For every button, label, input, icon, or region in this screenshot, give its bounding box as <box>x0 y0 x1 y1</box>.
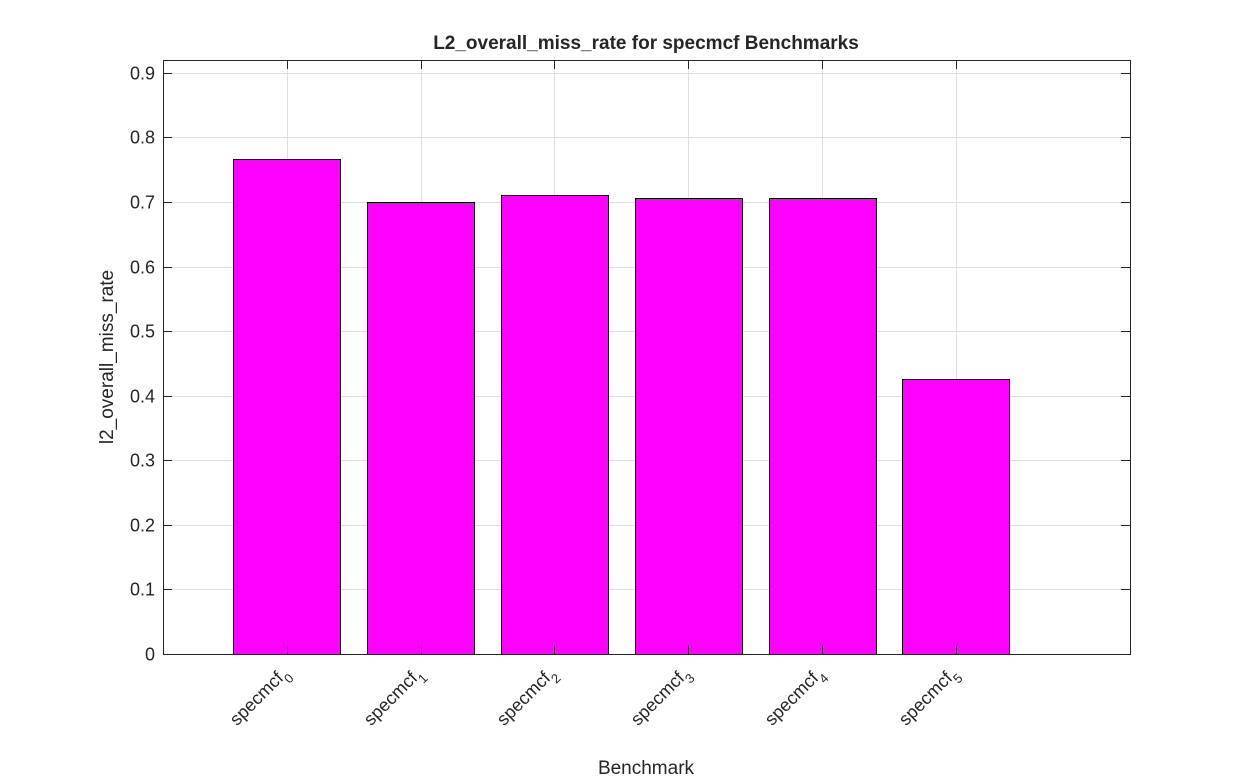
y-tick-label: 0.3 <box>130 451 155 471</box>
y-tick-label: 0.7 <box>130 193 155 213</box>
axes-box <box>163 60 1131 655</box>
plot-area: 00.10.20.30.40.50.60.70.80.9 specmcf0 spe… <box>130 60 1131 729</box>
bar-specmcf-5 <box>902 379 1010 655</box>
x-axis-label: Benchmark <box>598 758 695 779</box>
y-tick-labels: 0 0.1 0.2 0.3 0.4 0.5 0.6 0.7 0.8 0.9 <box>130 64 155 665</box>
tick-marks <box>163 60 1130 655</box>
y-tick-label: 0.2 <box>130 516 155 536</box>
chart-title: L2_overall_miss_rate for specmcf Benchma… <box>433 33 859 54</box>
y-tick-label: 0 <box>145 645 155 665</box>
y-tick-label: 0.8 <box>130 128 155 148</box>
bars <box>233 159 1010 655</box>
bar-specmcf-4 <box>769 198 877 655</box>
y-tick-label: 0.6 <box>130 258 155 278</box>
y-tick-label: 0.5 <box>130 322 155 342</box>
bar-specmcf-2 <box>501 195 609 655</box>
y-axis-label: l2_overall_miss_rate <box>97 270 118 444</box>
bar-specmcf-3 <box>635 198 743 655</box>
bar-specmcf-0 <box>233 159 341 655</box>
y-tick-label: 0.4 <box>130 387 155 407</box>
bar-specmcf-1 <box>367 202 475 655</box>
y-tick-label: 0.9 <box>130 64 155 84</box>
y-tick-label: 0.1 <box>130 580 155 600</box>
